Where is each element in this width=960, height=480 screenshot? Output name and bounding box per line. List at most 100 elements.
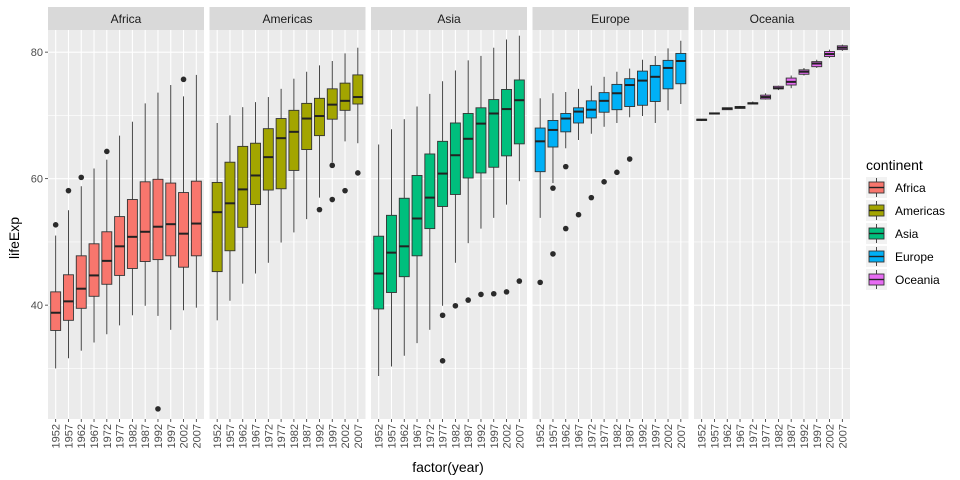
box-oceania-1982 (772, 85, 784, 91)
legend-item-label: Oceania (895, 273, 940, 287)
box-body (662, 59, 674, 90)
x-tick-label: 1952 (535, 424, 547, 448)
box-body (424, 153, 436, 230)
panel-background (48, 30, 204, 419)
box-body (386, 214, 397, 293)
box-outlier (65, 187, 72, 194)
x-tick-label: 1972 (263, 424, 275, 448)
legend-title: continent (866, 157, 923, 173)
box-outlier (503, 289, 510, 295)
box-body (611, 83, 623, 111)
legend: continent Africa Americas Asia Europe Oceani… (866, 157, 945, 290)
box-outlier (478, 291, 484, 298)
panel-background (694, 30, 850, 419)
box-body (50, 291, 62, 331)
x-tick-label: 1982 (773, 424, 785, 448)
y-tick-label: 40 (31, 300, 43, 312)
box-asia-1987 (462, 60, 474, 303)
x-tick-label: 2007 (837, 424, 849, 448)
x-tick-label: 1962 (238, 424, 250, 448)
box-outlier (329, 196, 336, 203)
x-tick-label: 1992 (476, 424, 488, 448)
box-americas-1982 (288, 78, 300, 233)
box-asia-1952 (373, 144, 385, 376)
legend-item-label: Europe (895, 250, 934, 264)
x-tick-label: 1997 (166, 424, 178, 448)
box-outlier (550, 185, 556, 191)
facet-strip (694, 7, 850, 30)
box-americas-2002 (339, 53, 351, 194)
box-body (598, 92, 610, 113)
box-oceania-2007 (836, 44, 848, 51)
box-africa-2002 (178, 76, 189, 311)
box-asia-1992 (475, 55, 487, 298)
x-tick-label: 1987 (625, 424, 637, 448)
box-body (560, 113, 572, 133)
box-africa-1967 (88, 168, 100, 343)
box-oceania-1997 (811, 59, 823, 68)
legend-item-americas: Americas (866, 200, 945, 221)
legend-item-africa: Africa (866, 177, 926, 198)
box-body (75, 255, 87, 309)
box-europe-1977 (598, 76, 610, 185)
x-tick-label: 1977 (276, 424, 288, 448)
box-body (411, 175, 423, 257)
x-tick-label: 1962 (722, 424, 734, 448)
box-asia-1957 (386, 129, 397, 367)
box-europe-1987 (624, 68, 636, 162)
legend-item-label: Americas (895, 204, 945, 218)
box-body (288, 109, 300, 171)
box-outlier (465, 297, 471, 303)
panel-background (371, 30, 527, 419)
x-tick-label: 2002 (340, 424, 352, 448)
x-tick-label: 1987 (302, 424, 314, 448)
x-tick-label: 1997 (327, 424, 339, 448)
box-body (449, 122, 461, 195)
box-africa-1997 (165, 85, 177, 330)
box-body (501, 89, 512, 157)
box-asia-2002 (501, 39, 512, 295)
x-tick-label: 1952 (51, 424, 63, 448)
x-tick-label: 1967 (89, 424, 101, 448)
box-body (250, 142, 261, 206)
box-outlier (490, 290, 497, 297)
box-outlier (562, 225, 569, 232)
box-africa-1987 (139, 103, 151, 306)
x-tick-label: 1987 (463, 424, 475, 448)
x-tick-label: 1972 (102, 424, 114, 448)
box-europe-1957 (547, 93, 559, 257)
facet-strip-label: Africa (111, 12, 142, 26)
x-tick-label: 1977 (115, 424, 127, 448)
x-tick-label: 1997 (812, 424, 824, 448)
box-outlier (452, 302, 459, 309)
box-outlier (516, 278, 523, 284)
box-oceania-2002 (824, 49, 835, 58)
legend-item-oceania: Oceania (866, 269, 940, 290)
x-tick-label: 1977 (761, 424, 773, 448)
box-body (352, 74, 364, 105)
y-axis: 40 60 80 (31, 47, 48, 312)
legend-items: Africa Americas Asia Europe Oceania (866, 177, 945, 290)
box-europe-2002 (662, 48, 674, 111)
x-tick-label: 1987 (786, 424, 798, 448)
box-africa-1962 (75, 174, 87, 351)
box-oceania-1987 (785, 75, 797, 89)
facet-strip (532, 7, 689, 30)
box-africa-1957 (63, 187, 74, 359)
box-outlier (601, 179, 607, 185)
box-europe-1952 (534, 98, 546, 286)
facet-strip (48, 7, 204, 30)
box-outlier (588, 194, 595, 201)
x-tick-label: 1992 (637, 424, 649, 448)
box-body (573, 107, 584, 124)
box-africa-1982 (126, 121, 138, 316)
box-oceania-1977 (760, 93, 772, 100)
x-tick-label: 1992 (314, 424, 326, 448)
box-oceania-1972 (747, 101, 759, 105)
x-tick-label: 1977 (599, 424, 611, 448)
x-tick-label: 1992 (153, 424, 165, 448)
x-tick-label: 2002 (179, 424, 191, 448)
box-outlier (329, 162, 336, 169)
box-outlier (626, 156, 633, 162)
